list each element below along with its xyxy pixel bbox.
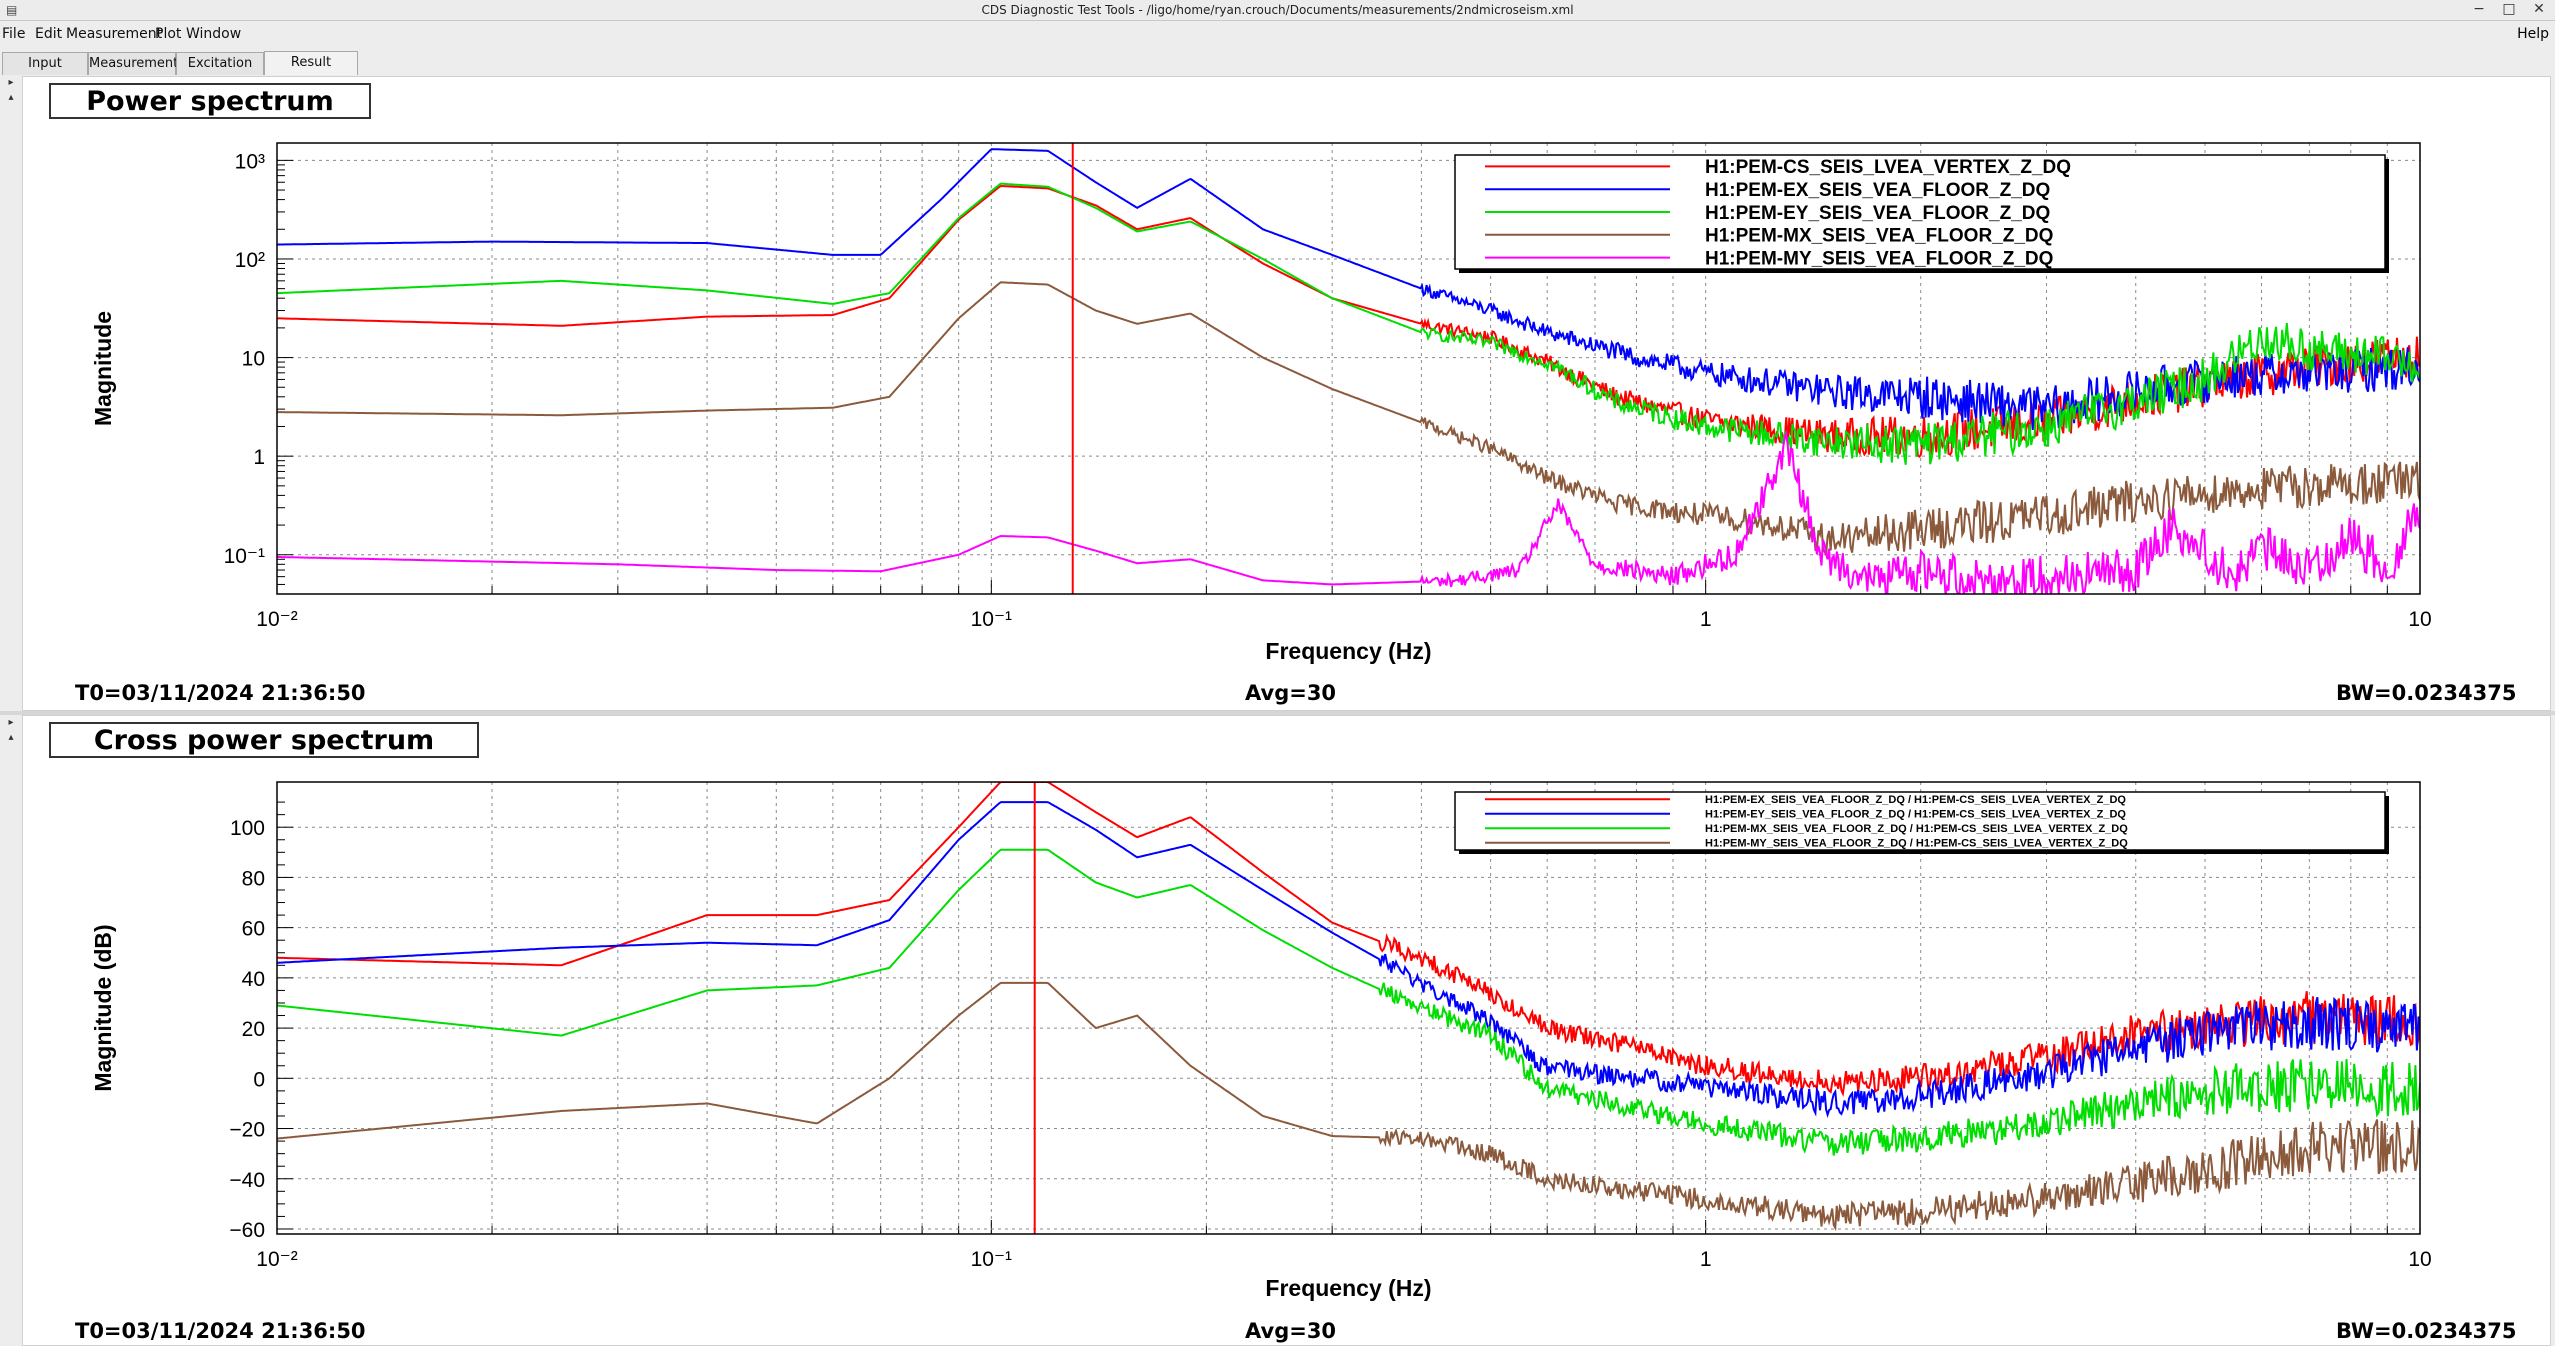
x-tick-label: 1 bbox=[1700, 1248, 1712, 1271]
x-tick-label: 10 bbox=[2408, 608, 2431, 631]
y-tick-label: −60 bbox=[229, 1219, 265, 1242]
x-tick-label: 10 bbox=[2408, 1248, 2431, 1271]
window-controls: − □ ✕ bbox=[2471, 1, 2547, 17]
window-title: CDS Diagnostic Test Tools - /ligo/home/r… bbox=[981, 3, 1574, 17]
x-tick-label: 10⁻¹ bbox=[971, 1248, 1012, 1271]
tab-input[interactable]: Input bbox=[2, 52, 88, 75]
series-line bbox=[277, 148, 2420, 430]
x-axis-label: Frequency (Hz) bbox=[1265, 638, 1431, 664]
app-icon: ▤ bbox=[6, 3, 18, 17]
tab-result[interactable]: Result bbox=[264, 51, 358, 75]
cross-power-spectrum-chart[interactable]: 10⁻² 10⁻¹ 1 10 −60 −40 −20 0 20 40 60 80 100 Frequenc… bbox=[23, 716, 2550, 1345]
series-line bbox=[277, 848, 2420, 1156]
y-tick-label: 20 bbox=[242, 1018, 265, 1041]
menu-window[interactable]: Window bbox=[186, 26, 242, 42]
avg-label: Avg=30 bbox=[1245, 1319, 1337, 1343]
y-tick-label: 10 bbox=[242, 348, 265, 371]
bw-label: BW=0.0234375 bbox=[2336, 681, 2517, 705]
collapse-up-icon[interactable]: ▴ bbox=[8, 92, 14, 103]
y-tick-label: 0 bbox=[253, 1068, 265, 1091]
close-icon[interactable]: ✕ bbox=[2533, 1, 2545, 17]
plot-frame bbox=[276, 781, 2421, 1235]
x-tick-label: 10⁻¹ bbox=[971, 608, 1012, 631]
x-axis-label: Frequency (Hz) bbox=[1265, 1275, 1431, 1301]
legend-entry: H1:PEM-MX_SEIS_VEA_FLOOR_Z_DQ / H1:PEM-C… bbox=[1705, 823, 2128, 835]
x-tick-label: 10⁻² bbox=[256, 1248, 297, 1271]
series-line bbox=[277, 184, 2420, 458]
legend-entry: H1:PEM-MY_SEIS_VEA_FLOOR_Z_DQ / H1:PEM-C… bbox=[1705, 838, 2128, 850]
y-tick-label: 40 bbox=[242, 968, 265, 991]
plot-pad-cross-power-spectrum[interactable]: Cross power spectrum 10⁻² 10⁻¹ 1 10 −60 −40 −2… bbox=[22, 715, 2551, 1346]
legend-entry: H1:PEM-EX_SEIS_VEA_FLOOR_Z_DQ bbox=[1705, 180, 2050, 201]
x-tick-label: 10⁻² bbox=[256, 608, 297, 631]
legend-entry: H1:PEM-EX_SEIS_VEA_FLOOR_Z_DQ / H1:PEM-C… bbox=[1705, 794, 2126, 806]
grid bbox=[276, 782, 2420, 1234]
y-tick-label: 1 bbox=[253, 446, 265, 469]
minimize-icon[interactable]: − bbox=[2473, 1, 2485, 17]
series-group bbox=[277, 148, 2420, 594]
legend: H1:PEM-EX_SEIS_VEA_FLOOR_Z_DQ / H1:PEM-C… bbox=[1454, 791, 2389, 854]
legend: H1:PEM-CS_SEIS_LVEA_VERTEX_Z_DQH1:PEM-EX… bbox=[1454, 154, 2389, 273]
y-tick-label: −20 bbox=[229, 1119, 265, 1142]
pad-splitter[interactable] bbox=[0, 711, 2555, 715]
y-tick-label: 60 bbox=[242, 918, 265, 941]
panel-title: Power spectrum bbox=[49, 83, 371, 119]
y-tick-label: 10² bbox=[235, 249, 265, 272]
menu-help[interactable]: Help bbox=[2517, 26, 2549, 42]
expand-right-icon[interactable]: ▸ bbox=[8, 717, 14, 728]
t0-label: T0=03/11/2024 21:36:50 bbox=[75, 1319, 366, 1343]
tab-measurement[interactable]: Measurement bbox=[88, 52, 178, 75]
series-line bbox=[277, 981, 2420, 1232]
panel-title: Cross power spectrum bbox=[49, 722, 479, 758]
series-line bbox=[277, 281, 2420, 558]
avg-label: Avg=30 bbox=[1245, 681, 1337, 705]
window-titlebar: ▤ CDS Diagnostic Test Tools - /ligo/home… bbox=[0, 0, 2555, 21]
menu-bar: File Edit Measurement Plot Window Help bbox=[0, 21, 2555, 45]
legend-entry: H1:PEM-MY_SEIS_VEA_FLOOR_Z_DQ bbox=[1705, 248, 2053, 269]
plot-frame bbox=[276, 142, 2421, 595]
expand-right-icon[interactable]: ▸ bbox=[8, 77, 14, 88]
power-spectrum-chart[interactable]: 10⁻² 10⁻¹ 1 10 10⁻¹ 1 10 10² 10³ Frequency (Hz) Ma… bbox=[23, 77, 2550, 710]
t0-label: T0=03/11/2024 21:36:50 bbox=[75, 681, 366, 705]
y-tick-label: −40 bbox=[229, 1169, 265, 1192]
legend-box bbox=[1454, 791, 2386, 851]
series-line bbox=[277, 182, 2420, 465]
tab-excitation[interactable]: Excitation bbox=[176, 52, 264, 75]
series-line bbox=[277, 429, 2420, 594]
plot-pad-power-spectrum[interactable]: Power spectrum 10⁻² 10⁻¹ 1 10 10⁻¹ 1 10 10² 10³ F… bbox=[22, 76, 2551, 711]
legend-entry: H1:PEM-MX_SEIS_VEA_FLOOR_Z_DQ bbox=[1705, 226, 2053, 247]
legend-entry: H1:PEM-EY_SEIS_VEA_FLOOR_Z_DQ bbox=[1705, 203, 2050, 224]
y-tick-label: 10³ bbox=[235, 150, 265, 173]
y-tick-label: 80 bbox=[242, 867, 265, 890]
legend-entry: H1:PEM-EY_SEIS_VEA_FLOOR_Z_DQ / H1:PEM-C… bbox=[1705, 809, 2126, 821]
series-line bbox=[277, 782, 2420, 1098]
tab-bar: Input Measurement Excitation Result bbox=[0, 49, 2555, 75]
menu-file[interactable]: File bbox=[2, 26, 26, 42]
y-tick-label: 100 bbox=[230, 817, 265, 840]
y-axis-label: Magnitude (dB) bbox=[90, 924, 116, 1091]
series-line bbox=[277, 801, 2420, 1118]
series-group bbox=[277, 782, 2420, 1232]
y-axis-label: Magnitude bbox=[90, 311, 116, 426]
maximize-icon[interactable]: □ bbox=[2502, 1, 2516, 17]
x-tick-label: 1 bbox=[1700, 608, 1712, 631]
collapse-up-icon[interactable]: ▴ bbox=[8, 732, 14, 743]
legend-entry: H1:PEM-CS_SEIS_LVEA_VERTEX_Z_DQ bbox=[1705, 157, 2071, 178]
bw-label: BW=0.0234375 bbox=[2336, 1319, 2517, 1343]
menu-edit[interactable]: Edit bbox=[35, 26, 63, 42]
menu-plot[interactable]: Plot bbox=[155, 26, 182, 42]
menu-measurement[interactable]: Measurement bbox=[66, 26, 163, 42]
y-tick-label: 10⁻¹ bbox=[224, 545, 265, 568]
